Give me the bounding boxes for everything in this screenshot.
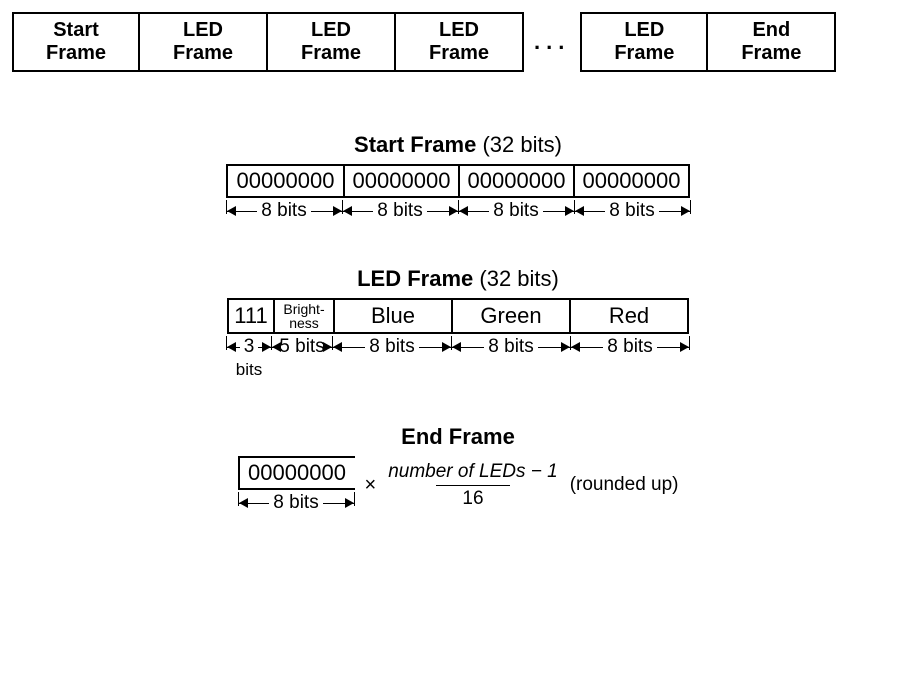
dimension-label: 8 bits bbox=[239, 492, 354, 514]
start-frame-dims: 8 bits8 bits8 bits8 bits bbox=[226, 200, 691, 222]
byte-cell: Blue bbox=[333, 300, 451, 332]
byte-cell: 00000000 bbox=[343, 166, 458, 196]
dimension-label: 8 bits bbox=[575, 200, 690, 222]
end-frame-fraction: number of LEDs − 1 16 bbox=[386, 461, 560, 510]
byte-cell: Red bbox=[569, 300, 687, 332]
byte-cell: 00000000 bbox=[228, 166, 343, 196]
protocol-frame: LEDFrame bbox=[396, 12, 524, 72]
dimension-label: 8 bits bbox=[343, 200, 458, 222]
dimension-label: 3 bbox=[227, 336, 271, 358]
protocol-overview: StartFrameLEDFrameLEDFrameLEDFrame ... L… bbox=[12, 12, 904, 72]
byte-cell: 00000000 bbox=[573, 166, 688, 196]
dimension-label: 8 bits bbox=[452, 336, 570, 358]
protocol-frame: LEDFrame bbox=[268, 12, 396, 72]
dimension-label: 8 bits bbox=[571, 336, 689, 358]
led-frame-title: LED Frame (32 bits) bbox=[12, 266, 904, 292]
fraction-numerator: number of LEDs − 1 bbox=[386, 461, 560, 485]
end-frame-dims: 8 bits bbox=[238, 492, 355, 514]
start-frame-section: Start Frame (32 bits) 000000000000000000… bbox=[12, 132, 904, 222]
end-frame-byte: 00000000 bbox=[240, 458, 355, 488]
protocol-frame: LEDFrame bbox=[580, 12, 708, 72]
start-frame-title: Start Frame (32 bits) bbox=[12, 132, 904, 158]
byte-cell: Green bbox=[451, 300, 569, 332]
dimension-label: 8 bits bbox=[227, 200, 342, 222]
dimension-label: 8 bits bbox=[459, 200, 574, 222]
led-frame-subline: bits bbox=[226, 360, 690, 380]
led-frame-dims: 35 bits8 bits8 bits8 bits bbox=[226, 336, 690, 358]
ellipsis: ... bbox=[524, 12, 580, 72]
start-frame-bytes: 00000000000000000000000000000000 bbox=[226, 164, 690, 198]
dimension-label: 5 bits bbox=[272, 336, 332, 358]
protocol-frame: LEDFrame bbox=[140, 12, 268, 72]
end-frame-section: End Frame 00000000 8 bits × number of LE… bbox=[12, 424, 904, 514]
end-frame-bytes: 00000000 bbox=[238, 456, 355, 490]
led-frame-section: LED Frame (32 bits) 111Bright-nessBlueGr… bbox=[12, 266, 904, 380]
protocol-frame: EndFrame bbox=[708, 12, 836, 72]
byte-cell: 111 bbox=[229, 300, 273, 332]
end-frame-title: End Frame bbox=[12, 424, 904, 450]
led-frame-bytes: 111Bright-nessBlueGreenRed bbox=[227, 298, 689, 334]
rounded-up-label: (rounded up) bbox=[570, 474, 679, 496]
byte-cell: Bright-ness bbox=[273, 300, 333, 332]
multiply-symbol: × bbox=[365, 474, 377, 497]
fraction-denominator: 16 bbox=[436, 485, 509, 510]
protocol-frame: StartFrame bbox=[12, 12, 140, 72]
byte-cell: 00000000 bbox=[458, 166, 573, 196]
dimension-label: 8 bits bbox=[333, 336, 451, 358]
